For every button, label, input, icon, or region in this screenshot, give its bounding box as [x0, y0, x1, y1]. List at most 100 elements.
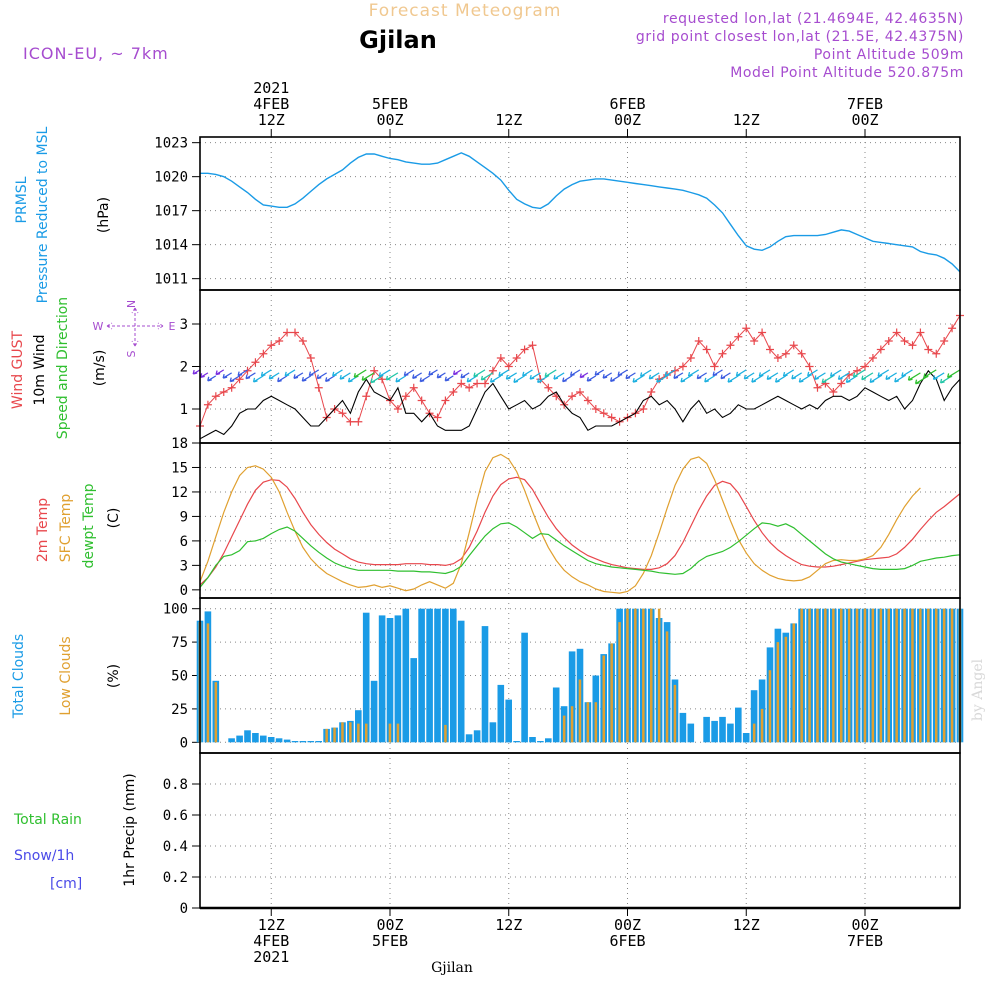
wind-arrow [268, 372, 280, 380]
pressure-y-tick-label: 1017 [154, 204, 188, 220]
cloud-low-bar [673, 684, 677, 743]
gust-marker [813, 383, 822, 392]
wind-arrow [894, 375, 905, 383]
wind-arrow [664, 369, 676, 377]
time-label-bottom: 00Z [851, 916, 878, 934]
cloud-low-bar [840, 608, 843, 743]
gust-marker [465, 383, 474, 392]
wind-arrow [284, 369, 296, 377]
cloud-total-bar [750, 690, 758, 743]
gust-marker [702, 345, 711, 354]
temp-dewpt-line [199, 522, 961, 588]
gust-marker [267, 341, 276, 350]
clouds-unit: (%) [106, 664, 122, 688]
cloud-total-bar [244, 730, 251, 743]
wind-arrow [544, 369, 557, 378]
cloud-low-bar [895, 608, 898, 743]
time-label-bottom: 5FEB [372, 932, 408, 950]
gust-marker [607, 413, 616, 422]
gust-marker [908, 341, 917, 350]
cloud-low-bar [832, 608, 835, 743]
wind-arrow [798, 375, 810, 383]
cloud-low-bar [444, 724, 447, 743]
temp-label-2m: 2m Temp [35, 498, 51, 562]
cloud-total-bar [727, 723, 734, 743]
wind-arrow [378, 369, 391, 378]
cloud-low-bar [602, 655, 605, 743]
wind-arrow [353, 369, 367, 378]
precip-y-tick-label: 0.2 [163, 870, 188, 886]
pressure-unit: (hPa) [96, 197, 112, 233]
faint-title: Forecast Meteogram [369, 1, 562, 21]
cloud-low-bar [776, 642, 780, 743]
cloud-total-bar [434, 608, 441, 743]
gust-marker [457, 379, 466, 388]
cloud-total-bar [410, 658, 417, 743]
gust-marker [227, 383, 236, 392]
gust-marker [805, 362, 814, 371]
cloud-total-bar [228, 738, 235, 743]
wind-arrow [460, 372, 470, 379]
wind-arrow [923, 369, 937, 379]
pressure-label-prmsl: PRMSL [14, 176, 30, 223]
wind-arrow [907, 372, 921, 381]
temp-unit: (C) [106, 508, 122, 529]
clouds-y-tick-label: 100 [163, 602, 188, 618]
cloud-low-bar [396, 723, 400, 743]
cloud-total-bar [283, 739, 291, 743]
wind-arrow [687, 369, 700, 377]
cloud-low-bar [768, 670, 772, 743]
cloud-total-bar [735, 707, 742, 743]
wind-arrow [293, 372, 304, 379]
wind-arrow [947, 369, 961, 379]
wind-arrow [301, 375, 312, 382]
cloud-low-bar [578, 679, 582, 743]
wind-arrow [505, 372, 518, 380]
point-altitude: Point Altitude 509m [814, 47, 964, 63]
cloud-low-bar [349, 722, 352, 743]
cloud-low-bar [800, 608, 803, 743]
cloud-total-bar [252, 733, 259, 743]
wind-arrow [774, 375, 787, 383]
model-altitude: Model Point Altitude 520.875m [730, 65, 964, 81]
gust-marker [861, 362, 869, 371]
gust-marker [940, 337, 949, 345]
gust-marker [924, 345, 933, 354]
cloud-total-bar [299, 741, 307, 743]
wind-arrow [562, 375, 573, 383]
wind-arrow [720, 372, 731, 380]
time-label-bottom: 00Z [614, 916, 641, 934]
cloud-low-bar [919, 608, 922, 743]
wind-label-direction: Speed and Direction [55, 297, 71, 439]
cloud-low-bar [871, 608, 875, 743]
wind-arrow [602, 372, 613, 379]
gust-marker [283, 328, 292, 337]
time-label-bottom: 00Z [376, 916, 403, 934]
cloud-total-bar [703, 716, 710, 743]
gust-marker [259, 349, 268, 358]
wind-arrow [522, 369, 533, 377]
wind-arrow [807, 369, 818, 377]
gust-marker [773, 354, 782, 362]
gust-marker [275, 337, 284, 345]
time-label-top: 12Z [495, 111, 522, 129]
cloud-low-bar [610, 643, 613, 743]
cloud-low-bar [950, 608, 954, 743]
cloud-low-bar [341, 722, 344, 743]
time-label-top: 12Z [733, 111, 760, 129]
cloud-low-bar [903, 608, 906, 743]
gust-marker [393, 405, 402, 413]
cloud-low-bar [365, 723, 368, 743]
cloud-low-bar [642, 608, 645, 743]
gust-marker [797, 349, 806, 358]
gust-marker [291, 328, 299, 337]
wind-arrow [579, 372, 589, 379]
pressure-line [200, 152, 961, 273]
gust-marker [694, 337, 703, 345]
pressure-y-tick-label: 1011 [154, 272, 188, 288]
wind10m-line [199, 369, 961, 440]
wind-arrow [861, 372, 874, 381]
cloud-low-bar [388, 723, 392, 743]
cloud-total-bar [497, 684, 505, 743]
wind-arrow [594, 369, 605, 376]
